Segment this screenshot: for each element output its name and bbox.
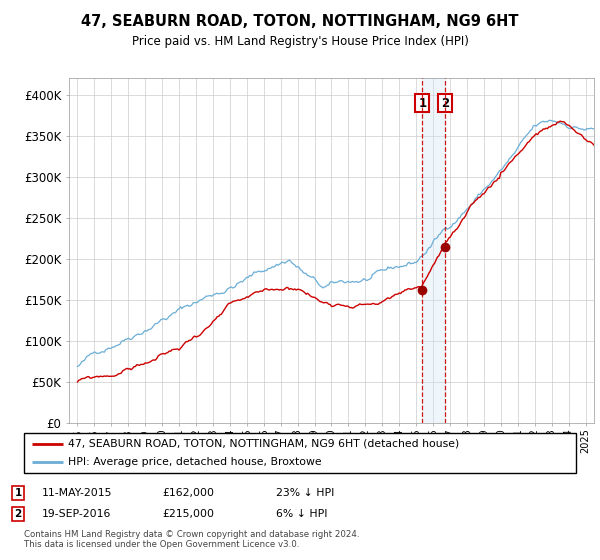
Text: £215,000: £215,000 [162, 509, 214, 519]
Text: 23% ↓ HPI: 23% ↓ HPI [276, 488, 334, 498]
Text: 1: 1 [14, 488, 22, 498]
Text: HPI: Average price, detached house, Broxtowe: HPI: Average price, detached house, Brox… [68, 458, 322, 467]
Text: 2: 2 [14, 509, 22, 519]
Text: 2: 2 [441, 96, 449, 110]
Text: £162,000: £162,000 [162, 488, 214, 498]
Text: This data is licensed under the Open Government Licence v3.0.: This data is licensed under the Open Gov… [24, 540, 299, 549]
Text: 47, SEABURN ROAD, TOTON, NOTTINGHAM, NG9 6HT: 47, SEABURN ROAD, TOTON, NOTTINGHAM, NG9… [81, 14, 519, 29]
Text: 19-SEP-2016: 19-SEP-2016 [42, 509, 112, 519]
Text: 11-MAY-2015: 11-MAY-2015 [42, 488, 113, 498]
Text: Contains HM Land Registry data © Crown copyright and database right 2024.: Contains HM Land Registry data © Crown c… [24, 530, 359, 539]
Text: 1: 1 [418, 96, 427, 110]
FancyBboxPatch shape [24, 433, 576, 473]
Text: Price paid vs. HM Land Registry's House Price Index (HPI): Price paid vs. HM Land Registry's House … [131, 35, 469, 48]
Text: 47, SEABURN ROAD, TOTON, NOTTINGHAM, NG9 6HT (detached house): 47, SEABURN ROAD, TOTON, NOTTINGHAM, NG9… [68, 439, 460, 449]
Bar [422, 78, 445, 423]
Text: 6% ↓ HPI: 6% ↓ HPI [276, 509, 328, 519]
